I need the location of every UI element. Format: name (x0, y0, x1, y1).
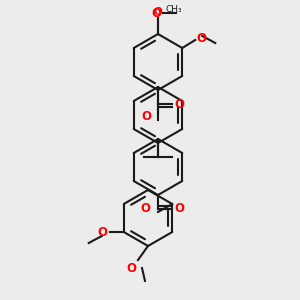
Text: O: O (141, 110, 151, 124)
Text: O: O (98, 226, 108, 238)
Text: O: O (151, 7, 161, 20)
Text: O: O (174, 202, 184, 215)
Text: O: O (140, 202, 150, 214)
Text: O: O (126, 262, 136, 275)
Text: CH₃: CH₃ (165, 5, 181, 14)
Text: O: O (154, 7, 162, 17)
Text: O: O (174, 98, 184, 110)
Text: O: O (196, 32, 206, 46)
